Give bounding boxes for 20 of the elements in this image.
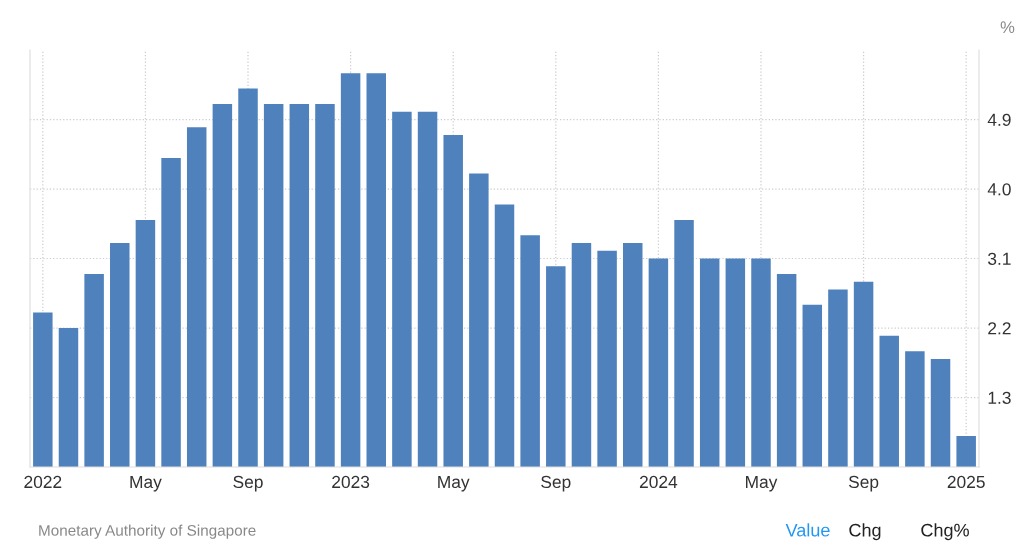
x-tick-label: May: [746, 475, 778, 492]
y-tick-label: 1.3: [988, 391, 1011, 404]
x-tick-label: Sep: [848, 475, 879, 492]
text: Chg%: [921, 523, 969, 541]
text: Value: [785, 523, 830, 537]
x-tick-label: 2024: [639, 475, 678, 489]
text: Monetary Authority of Singapore: [39, 524, 256, 539]
x-tick-label: 2025: [947, 475, 985, 489]
y-tick-label: 4.0: [987, 183, 1011, 196]
y-tick-label: 2.2: [988, 322, 1011, 335]
x-tick-label: May: [130, 475, 162, 492]
y-tick-label: 4.9: [987, 113, 1011, 126]
x-tick-label: 2023: [332, 475, 370, 489]
y-axis-title: %: [1000, 21, 1015, 33]
y-tick-label: 3.1: [988, 252, 1011, 265]
x-tick-label: Sep: [541, 475, 571, 492]
text: Chg: [849, 523, 881, 541]
x-tick-label: May: [438, 475, 470, 492]
x-tick-label: Sep: [233, 475, 263, 492]
x-tick-label: 2022: [24, 475, 62, 489]
